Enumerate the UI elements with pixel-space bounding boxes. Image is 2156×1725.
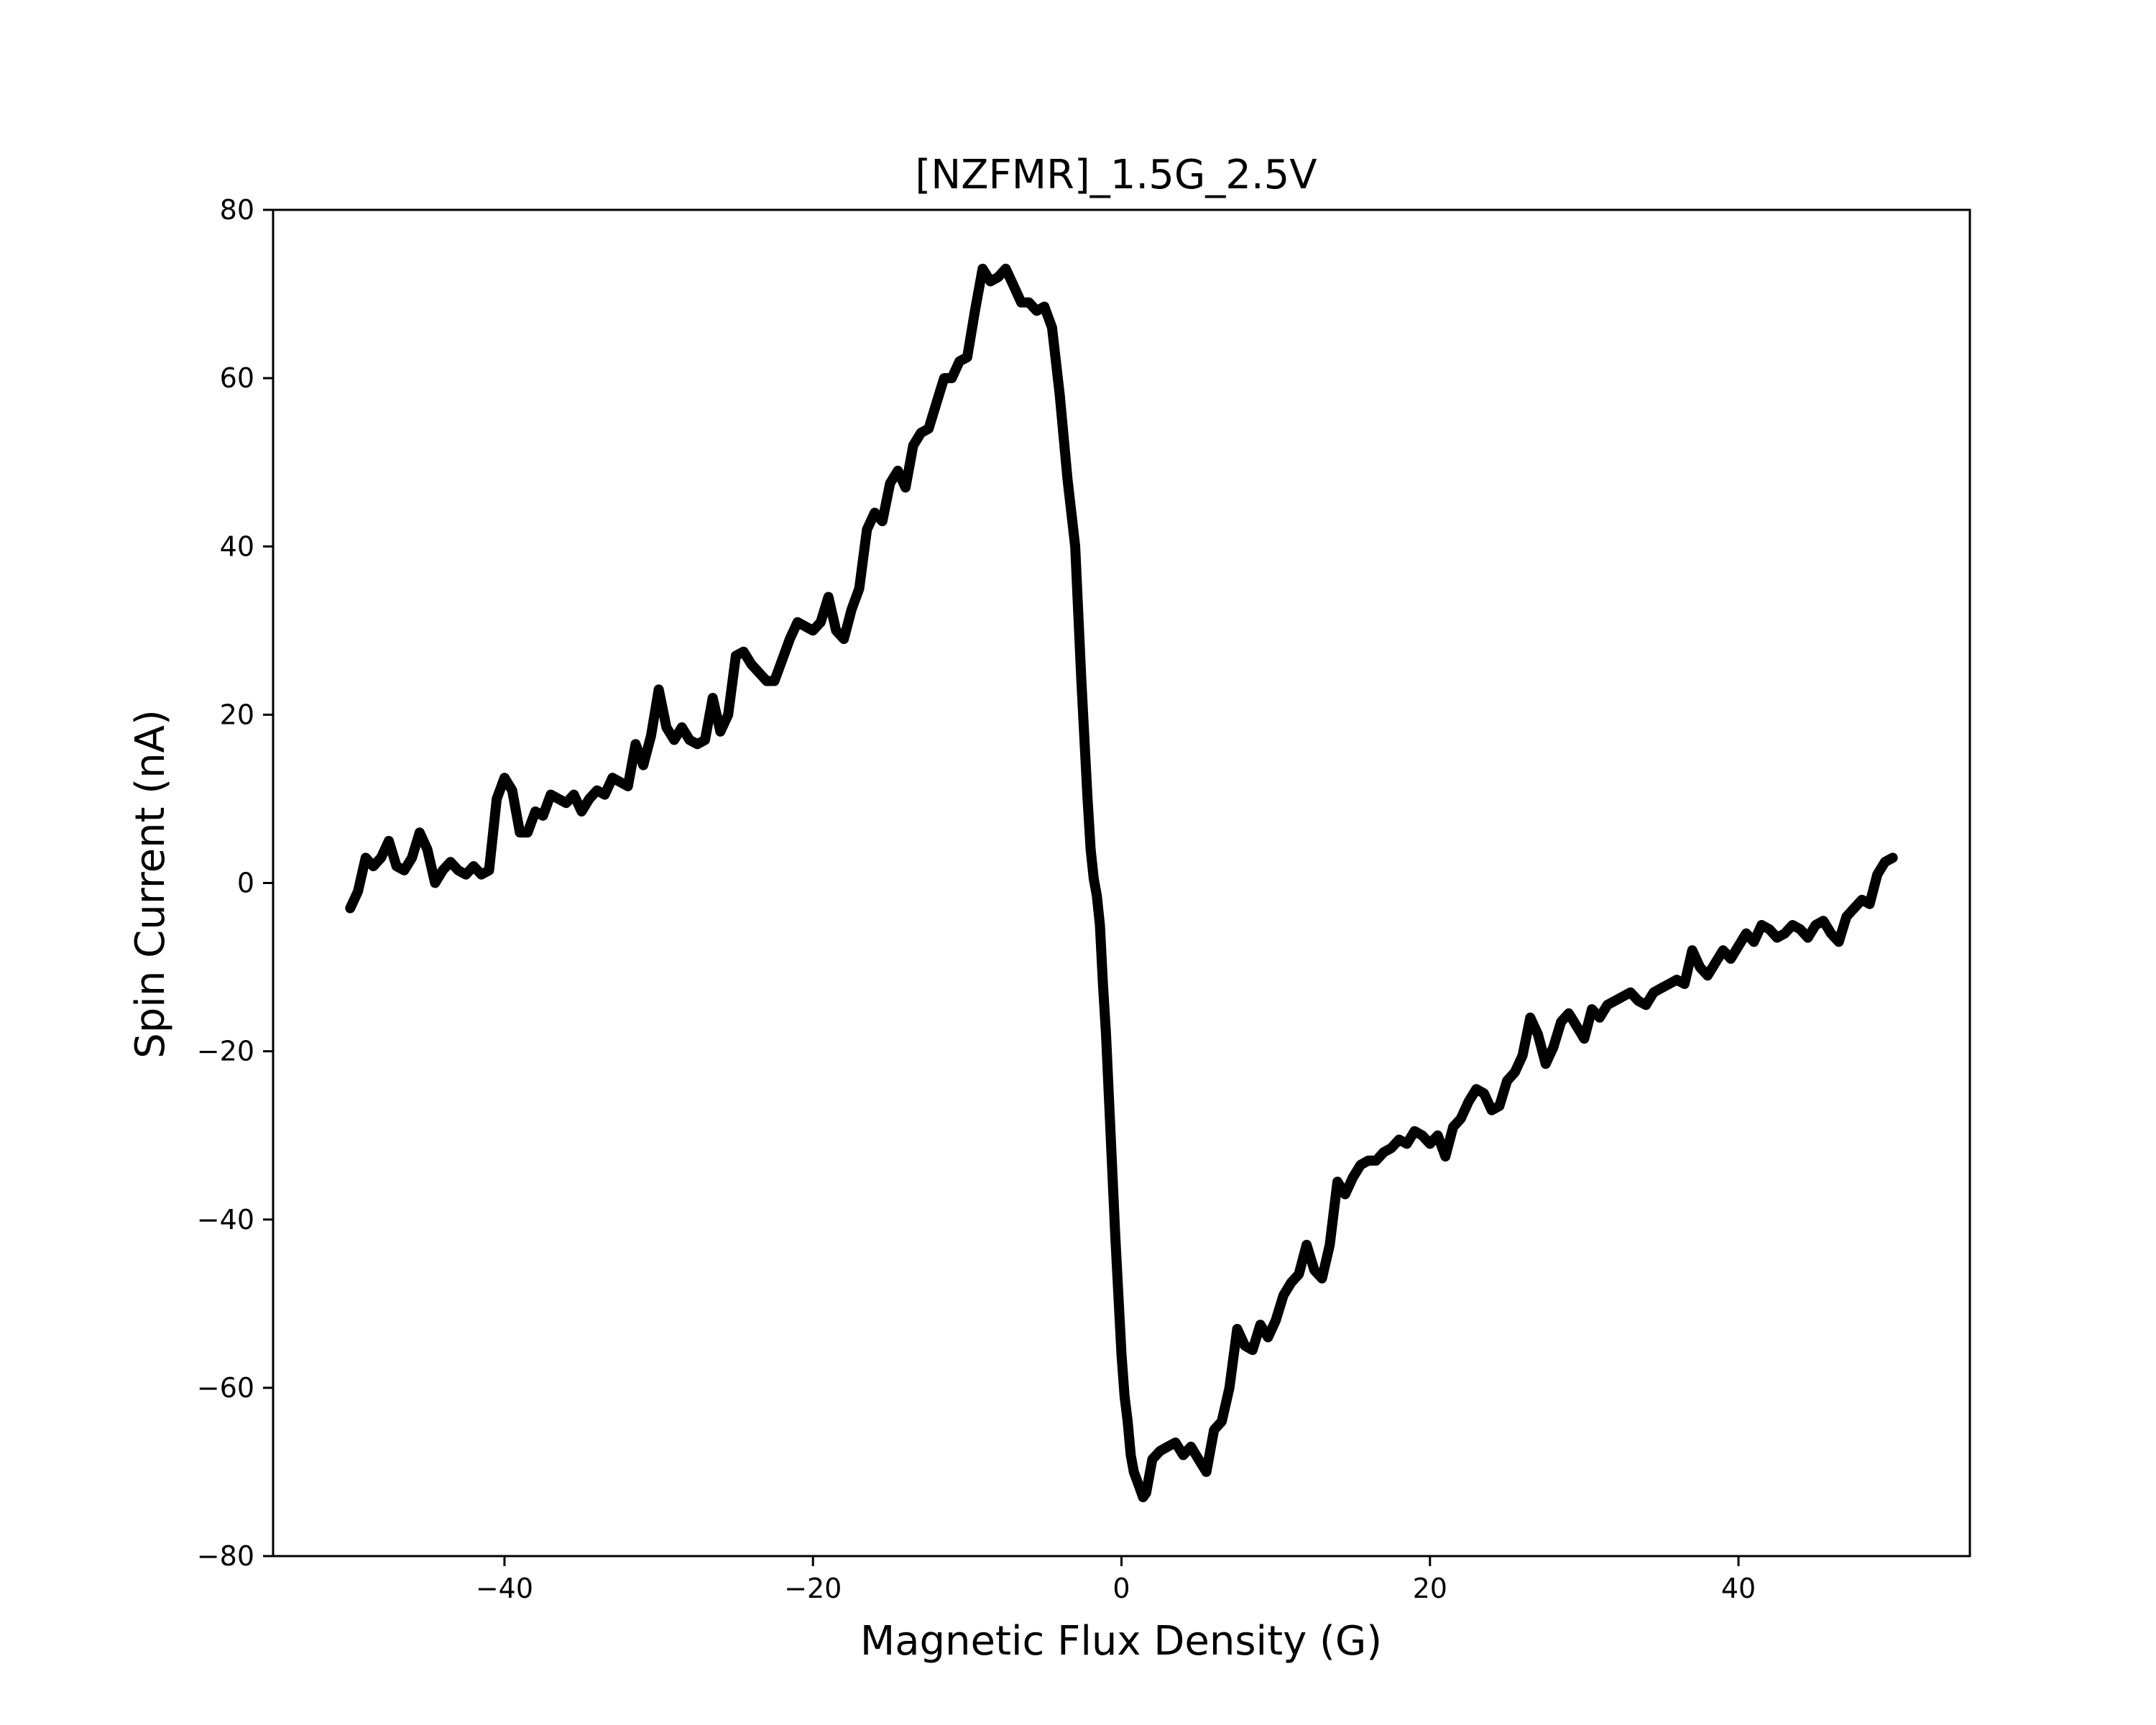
chart-title: [NZFMR]_1.5G_2.5V: [915, 152, 1317, 198]
x-tick-label: −20: [784, 1573, 842, 1604]
y-tick-label: 60: [220, 362, 254, 394]
y-tick-label: −80: [197, 1540, 254, 1572]
x-tick-label: 20: [1413, 1573, 1447, 1604]
x-tick-label: −40: [476, 1573, 533, 1604]
x-tick-label: 40: [1721, 1573, 1756, 1604]
y-axis-label: Spin Current (nA): [127, 709, 174, 1059]
data-series-line: [345, 263, 1898, 1503]
y-tick-label: −60: [197, 1372, 254, 1404]
y-tick-label: 20: [220, 699, 254, 730]
x-axis: −40 −20 0 20 40: [476, 1556, 1756, 1604]
y-axis: 80 60 40 20 0 −20 −40 −60 −80: [197, 194, 273, 1572]
y-tick-label: 80: [220, 194, 254, 226]
y-tick-label: −20: [197, 1036, 254, 1067]
y-tick-label: 40: [220, 530, 254, 562]
x-axis-label: Magnetic Flux Density (G): [860, 1618, 1382, 1665]
y-tick-label: −40: [197, 1204, 254, 1236]
plot-area: [345, 263, 1898, 1503]
y-tick-label: 0: [237, 868, 254, 899]
x-tick-label: 0: [1112, 1573, 1130, 1604]
